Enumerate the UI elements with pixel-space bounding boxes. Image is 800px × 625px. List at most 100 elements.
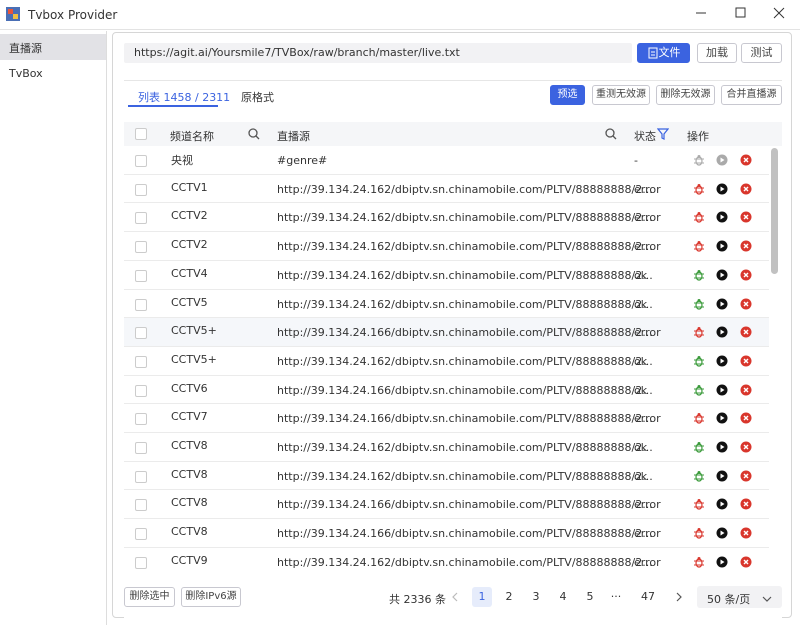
test-icon[interactable] (693, 240, 705, 252)
page-size-select[interactable]: 50 条/页 (697, 586, 782, 608)
action-button[interactable]: 合并直播源 (721, 85, 782, 105)
delete-icon[interactable] (740, 441, 752, 453)
footer-button[interactable]: 删除IPv6源 (181, 587, 241, 607)
delete-icon[interactable] (740, 527, 752, 539)
page-button[interactable]: 4 (559, 590, 567, 603)
row-divider (124, 374, 769, 376)
search-icon[interactable] (605, 128, 617, 140)
channel-name: CCTV7 (171, 410, 208, 424)
source-button-primary[interactable]: 文件 (637, 43, 690, 63)
page-button[interactable]: 3 (532, 590, 540, 603)
delete-icon[interactable] (740, 498, 752, 510)
play-icon[interactable] (716, 183, 728, 195)
checkbox[interactable] (135, 355, 147, 368)
tab-active[interactable]: 列表 1458 / 2311 (138, 91, 231, 104)
page-button[interactable]: 2 (505, 590, 513, 603)
test-icon[interactable] (693, 269, 705, 281)
play-icon[interactable] (716, 355, 728, 367)
delete-icon[interactable] (740, 326, 752, 338)
filter-icon[interactable] (656, 128, 670, 140)
column-header: 频道名称 (170, 130, 214, 143)
action-button[interactable]: 预选 (550, 85, 585, 105)
window-controls[interactable] (690, 0, 800, 30)
nav-item[interactable]: 直播源 (9, 42, 42, 55)
test-icon[interactable] (693, 326, 705, 338)
test-icon[interactable] (693, 470, 705, 482)
checkbox[interactable] (135, 470, 147, 483)
prev-page[interactable] (451, 592, 459, 602)
checkbox[interactable] (135, 241, 147, 254)
delete-icon[interactable] (740, 183, 752, 195)
delete-icon[interactable] (740, 556, 752, 568)
test-icon[interactable] (693, 527, 705, 539)
checkbox[interactable] (135, 128, 147, 140)
channel-url: http://39.134.24.162/dbiptv.sn.chinamobi… (277, 211, 653, 225)
channel-url: http://39.134.24.162/dbiptv.sn.chinamobi… (277, 441, 653, 454)
source-button[interactable]: 测试 (741, 43, 782, 63)
page-button-active[interactable]: 1 (472, 587, 492, 607)
checkbox[interactable] (135, 155, 147, 167)
delete-icon[interactable] (740, 240, 752, 252)
test-icon[interactable] (693, 355, 705, 367)
checkbox[interactable] (135, 413, 147, 426)
test-icon[interactable] (693, 154, 705, 166)
test-icon[interactable] (693, 211, 705, 223)
scrollbar-thumb[interactable] (771, 148, 778, 274)
test-icon[interactable] (693, 498, 705, 510)
action-button[interactable]: 删除无效源 (656, 85, 715, 105)
delete-icon[interactable] (740, 470, 752, 482)
delete-icon[interactable] (740, 211, 752, 223)
play-icon[interactable] (716, 412, 728, 424)
checkbox[interactable] (135, 556, 147, 569)
nav-item-selected[interactable] (0, 34, 106, 60)
play-icon[interactable] (716, 211, 728, 223)
test-icon[interactable] (693, 183, 705, 195)
delete-icon[interactable] (740, 298, 752, 310)
row-divider (124, 231, 769, 233)
delete-icon[interactable] (740, 269, 752, 281)
delete-icon[interactable] (740, 384, 752, 396)
action-button[interactable]: 重测无效源 (592, 85, 650, 105)
checkbox[interactable] (135, 298, 147, 311)
checkbox[interactable] (135, 212, 147, 225)
test-icon[interactable] (693, 556, 705, 568)
channel-status: error (634, 555, 661, 569)
delete-icon[interactable] (740, 412, 752, 424)
delete-icon[interactable] (740, 355, 752, 367)
checkbox[interactable] (135, 499, 147, 512)
test-icon[interactable] (693, 298, 705, 310)
play-icon[interactable] (716, 470, 728, 482)
test-icon[interactable] (693, 441, 705, 453)
page-button[interactable]: 5 (586, 590, 594, 603)
play-icon[interactable] (716, 326, 728, 338)
footer-button[interactable]: 删除选中 (124, 587, 175, 607)
checkbox[interactable] (135, 442, 147, 454)
checkbox[interactable] (135, 183, 147, 196)
url-input[interactable]: https://agit.ai/Yoursmile7/TVBox/raw/bra… (124, 43, 632, 63)
play-icon[interactable] (716, 384, 728, 396)
play-icon[interactable] (716, 154, 728, 166)
source-button[interactable]: 加载 (697, 43, 737, 63)
play-icon[interactable] (716, 269, 728, 281)
page-button[interactable]: 47 (641, 590, 655, 603)
play-icon[interactable] (716, 556, 728, 568)
play-icon[interactable] (716, 298, 728, 310)
test-icon[interactable] (693, 412, 705, 424)
checkbox[interactable] (135, 528, 147, 541)
page-button[interactable]: ··· (610, 590, 622, 603)
channel-status: ok (634, 441, 648, 454)
tab[interactable]: 原格式 (241, 91, 274, 104)
play-icon[interactable] (716, 498, 728, 510)
play-icon[interactable] (716, 527, 728, 539)
delete-icon[interactable] (740, 154, 752, 166)
play-icon[interactable] (716, 240, 728, 252)
next-page[interactable] (675, 592, 683, 602)
channel-name: CCTV5 (171, 295, 208, 309)
checkbox[interactable] (135, 327, 147, 340)
checkbox[interactable] (135, 384, 147, 397)
test-icon[interactable] (693, 384, 705, 396)
nav-item[interactable]: TvBox (9, 67, 43, 80)
play-icon[interactable] (716, 441, 728, 453)
checkbox[interactable] (135, 269, 147, 282)
search-icon[interactable] (248, 128, 260, 140)
